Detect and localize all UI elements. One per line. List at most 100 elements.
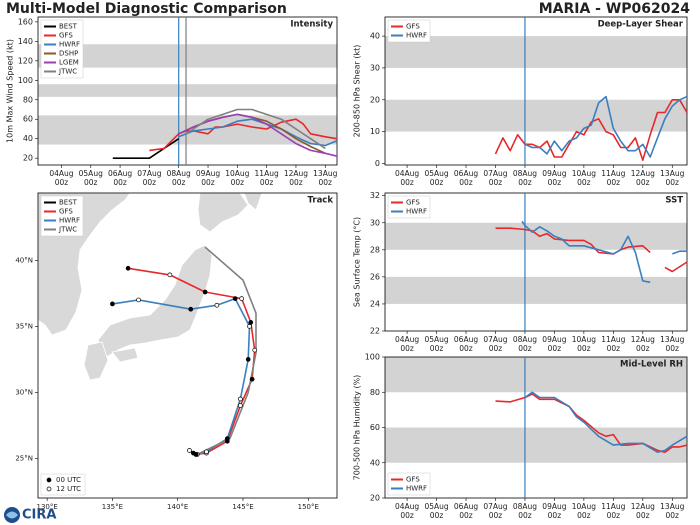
x-tick-label: 09Aug 00z (542, 502, 567, 520)
series-line (495, 393, 688, 453)
legend-label: GFS (59, 32, 73, 40)
x-tick-label: 04Aug 00z (49, 169, 74, 187)
series-line (524, 95, 688, 158)
x-tick-label: 05Aug 00z (78, 169, 103, 187)
y-tick-label: 100 (365, 353, 380, 362)
track-marker (252, 347, 258, 353)
logo: CIRA (4, 507, 56, 523)
x-tick-label: 11Aug 00z (601, 169, 626, 187)
x-tick-label: 06Aug 00z (107, 169, 133, 187)
y-tick-label: 160 (18, 17, 33, 26)
band (385, 276, 687, 304)
x-tick-label: 08Aug 00z (512, 169, 538, 187)
y-tick-label: 30 (370, 63, 380, 72)
x-tick-label: 11Aug 00z (601, 502, 626, 520)
track-marker (224, 436, 230, 441)
track-marker (232, 296, 238, 301)
y-tick-label: 24 (370, 299, 380, 308)
figure-title: Multi-Model Diagnostic Comparison (6, 1, 287, 17)
panel-title: Mid-Level RH (620, 360, 683, 370)
y-tick-label: 100 (18, 76, 33, 85)
x-tick-label: 10Aug 00z (571, 502, 596, 520)
tracks (110, 246, 258, 457)
x-tick-label: 150°E (298, 503, 319, 511)
track-marker (204, 449, 209, 455)
series-line (185, 108, 326, 150)
x-tick-label: 09Aug 00z (542, 335, 567, 353)
legend-label: BEST (59, 199, 78, 207)
track-marker (188, 306, 194, 312)
band (385, 357, 687, 393)
y-tick-label: 40°N (15, 256, 33, 264)
panel-title: Deep-Layer Shear (598, 20, 684, 30)
track-marker (136, 297, 141, 303)
x-tick-label: 05Aug 00z (424, 169, 449, 187)
track-marker (249, 376, 255, 382)
land (83, 341, 109, 381)
y-tick-label: 120 (18, 56, 33, 65)
land (97, 244, 213, 359)
legend-label: BEST (59, 23, 78, 31)
x-tick-label: 07Aug 00z (483, 502, 508, 520)
y-tick-label: 40 (370, 458, 380, 467)
y-tick-label: 80 (370, 388, 380, 397)
series-line (494, 99, 688, 161)
plot-frame (37, 16, 338, 166)
land (243, 193, 263, 211)
land (111, 347, 139, 363)
x-tick-label: 07Aug 00z (483, 169, 508, 187)
legend-label: GFS (406, 199, 420, 207)
plot-frame (37, 192, 338, 499)
track-marker (110, 301, 115, 307)
legend-label: HWRF (59, 41, 80, 49)
x-tick-label: 13Aug 00z (313, 169, 338, 187)
x-tick-label: 08Aug 00z (512, 502, 538, 520)
legend-label: GFS (406, 23, 420, 31)
x-tick-label: 10Aug 00z (225, 169, 250, 187)
track-marker (238, 396, 243, 402)
x-tick-label: 10Aug 00z (571, 169, 596, 187)
band (385, 222, 687, 250)
band (38, 84, 337, 97)
y-tick-label: 20 (370, 95, 380, 104)
plot-frame (384, 192, 688, 332)
y-tick-label: 25°N (15, 454, 33, 462)
x-tick-label: 11Aug 00z (601, 335, 626, 353)
x-tick-label: 12Aug 00z (283, 169, 309, 187)
legend-label: JTWC (58, 68, 77, 76)
x-tick-label: 08Aug 00z (512, 335, 538, 353)
legend-label: LGEM (59, 59, 79, 67)
track-marker (248, 320, 254, 325)
x-tick-label: 04Aug 00z (394, 335, 420, 353)
y-axis-label: 700-500 hPa Humidity (%) (353, 375, 362, 481)
x-tick-label: 07Aug 00z (137, 169, 162, 187)
logo-text: CIRA (22, 508, 56, 523)
legend-marker (46, 486, 52, 492)
x-tick-label: 10Aug 00z (571, 335, 596, 353)
x-tick-label: 08Aug 00z (166, 169, 191, 187)
legend-box (40, 473, 86, 496)
legend-label: JTWC (58, 226, 77, 234)
x-tick-label: 06Aug 00z (453, 169, 479, 187)
x-tick-label: 140°E (167, 503, 188, 511)
x-tick-label: 13Aug 00z (660, 169, 685, 187)
x-tick-label: 07Aug 00z (483, 335, 508, 353)
legend-label: 00 UTC (56, 476, 81, 484)
band (38, 44, 337, 68)
legend-marker (46, 477, 52, 483)
x-tick-label: 145°E (232, 503, 253, 511)
series-line (524, 391, 688, 453)
storm-name: MARIA - WP062024 (539, 1, 691, 17)
land (197, 193, 249, 233)
track-marker (125, 265, 131, 271)
x-tick-label: 09Aug 00z (542, 169, 567, 187)
panel-title: SST (665, 196, 683, 206)
legend-label: HWRF (406, 208, 427, 216)
plot-frame (384, 16, 688, 166)
track-marker (247, 324, 252, 329)
y-tick-label: 20 (23, 154, 33, 163)
y-tick-label: 35°N (15, 322, 33, 330)
band (385, 427, 687, 463)
